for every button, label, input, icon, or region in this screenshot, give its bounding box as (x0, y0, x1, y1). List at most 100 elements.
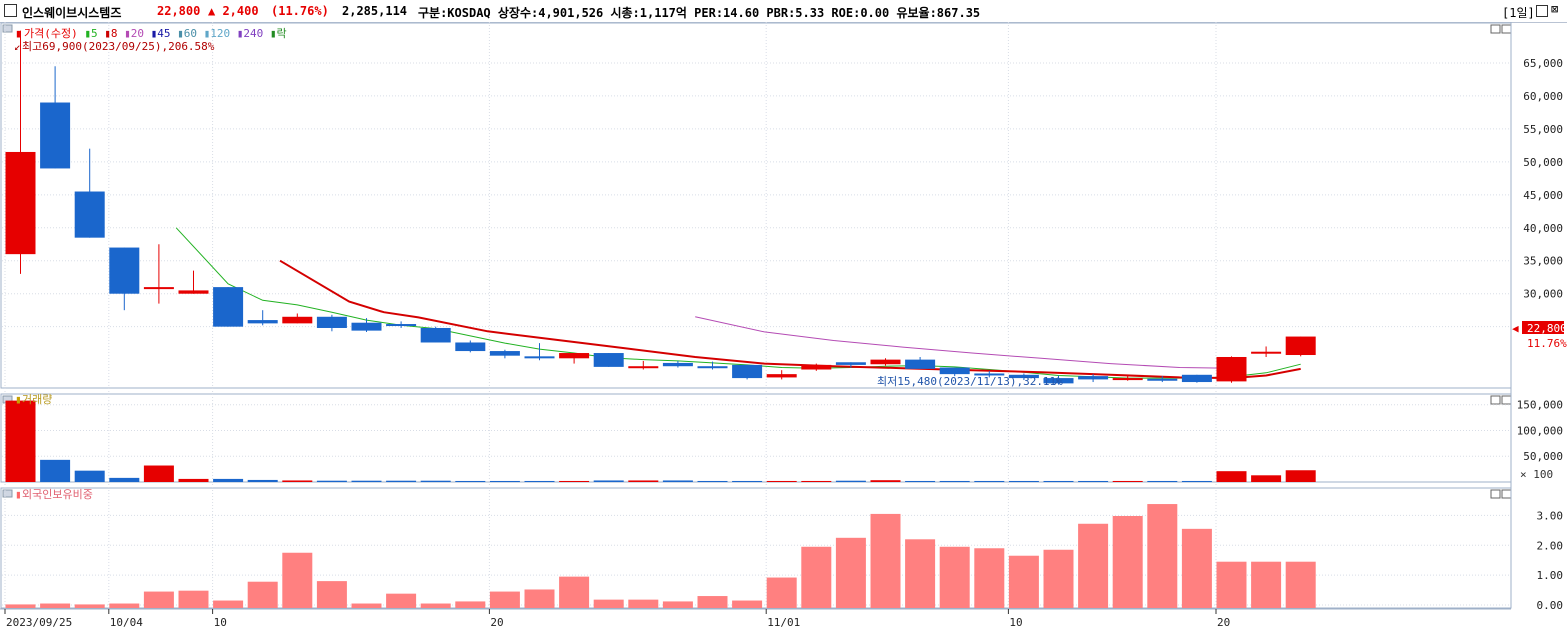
foreign-bar (1078, 523, 1109, 608)
volume-bar (835, 480, 866, 482)
volume-bar (109, 477, 140, 482)
price-pane-menu-icon[interactable] (2, 24, 13, 33)
foreign-bar (40, 603, 71, 608)
candle-down (455, 342, 486, 352)
candle-down (905, 359, 936, 369)
candle-down (697, 366, 728, 369)
foreign-bar (1251, 561, 1282, 608)
candle-up (1112, 378, 1143, 381)
volume-bar (420, 480, 451, 482)
legend-marker: ▮ (170, 27, 183, 40)
vol-pane-max-icon[interactable] (1501, 395, 1512, 405)
candle-down (939, 367, 970, 375)
current-price-tag (1522, 321, 1564, 334)
candle-down (732, 364, 763, 379)
x-tick-label: 10 (1009, 616, 1022, 629)
candle-up (628, 366, 659, 369)
volume-bar (1008, 480, 1039, 482)
candle-down (489, 351, 520, 356)
volume-bar (905, 480, 936, 482)
volume-bar (213, 478, 244, 482)
candle-down (835, 362, 866, 365)
legend-marker: ▮ (98, 27, 111, 40)
foreign-bar (835, 537, 866, 608)
legend-item: 20 (131, 27, 144, 40)
period-label[interactable]: [1일] (1502, 6, 1535, 20)
candle-down (1147, 378, 1178, 381)
volume-bar (524, 480, 555, 482)
candle-up (5, 151, 36, 255)
volume-bar (559, 480, 590, 482)
current-price-label: 22,800 (1527, 322, 1567, 335)
price-pane-max-icon[interactable] (1501, 24, 1512, 34)
volume-bar (1216, 471, 1247, 482)
candle-up (178, 290, 209, 294)
volume-legend: 거래량 (22, 393, 52, 406)
candle-down (1008, 374, 1039, 379)
foreign-bar (247, 581, 278, 608)
candle-down (420, 327, 451, 343)
volume-bar (1078, 480, 1109, 482)
foreign-bar (178, 590, 209, 608)
price-tick-label: 50,000 (1523, 156, 1563, 169)
foreign-tick-label: 1.00 (1537, 569, 1564, 582)
checkbox-icon[interactable] (4, 4, 17, 17)
x-tick-label: 20 (490, 616, 503, 629)
candle-down (1078, 376, 1109, 380)
volume-bar (143, 465, 174, 482)
ma20-line (695, 316, 1232, 369)
foreign-bar (593, 599, 624, 608)
ma8-line (279, 259, 1301, 380)
maximize-icon[interactable] (1536, 5, 1548, 17)
foreign-bar (5, 604, 36, 608)
candle-down (213, 287, 244, 327)
foreign-bar (1285, 561, 1316, 608)
foreign-bar (905, 539, 936, 608)
candle-down (1181, 374, 1212, 383)
close-icon[interactable]: ⊠ (1551, 2, 1559, 16)
candle-up (559, 353, 590, 359)
foreign-tick-label: 0.00 (1537, 599, 1564, 612)
fgn-pane-min-icon[interactable] (1490, 489, 1501, 499)
volume-bar (455, 480, 486, 482)
volume-bar (593, 480, 624, 482)
legend-item: 60 (184, 27, 197, 40)
price-tick-label: 55,000 (1523, 123, 1563, 136)
volume-bar (489, 480, 520, 482)
volume-bar (939, 480, 970, 482)
fgn-pane-max-icon[interactable] (1501, 489, 1512, 499)
volume-bar (801, 480, 832, 482)
candle-up (282, 316, 313, 324)
foreign-bar (628, 599, 659, 608)
candle-down (974, 373, 1005, 376)
price-tick-label: 60,000 (1523, 90, 1563, 103)
volume-bar (1147, 480, 1178, 482)
price-change: ▲ 2,400 (208, 4, 259, 18)
legend-marker: ▮ (117, 27, 130, 40)
legend-item: 8 (111, 27, 118, 40)
candle-up (1251, 351, 1282, 354)
candle-down (386, 324, 417, 327)
candle-up (1285, 336, 1316, 356)
candle-up (870, 359, 901, 365)
candle-down (247, 320, 278, 324)
stock-chart: 25,00030,00035,00040,00045,00050,00055,0… (0, 22, 1567, 629)
price-change-pct: (11.76%) (271, 4, 329, 18)
volume-bar (247, 479, 278, 482)
volume-bar (40, 459, 71, 482)
fgn-pane-menu-icon[interactable] (2, 489, 13, 498)
fgn-pane-frame (0, 487, 1512, 609)
price-pane-min-icon[interactable] (1490, 24, 1501, 34)
price-legend-text: 가격(수정) ▮5 ▮8 ▮20 ▮45 ▮60 ▮120 ▮240 ▮락 (24, 27, 287, 40)
foreign-tick-label: 3.00 (1537, 509, 1564, 522)
volume-bar (386, 480, 417, 482)
legend-marker: ▮ (197, 27, 210, 40)
volume-bar (1251, 475, 1282, 482)
foreign-bar (662, 601, 693, 608)
candle-down (40, 102, 71, 169)
trade-volume: 2,285,114 (342, 4, 408, 18)
candle-down (662, 362, 693, 367)
volume-bar (5, 400, 36, 482)
vol-pane-min-icon[interactable] (1490, 395, 1501, 405)
legend-marker: ▮ (78, 27, 91, 40)
